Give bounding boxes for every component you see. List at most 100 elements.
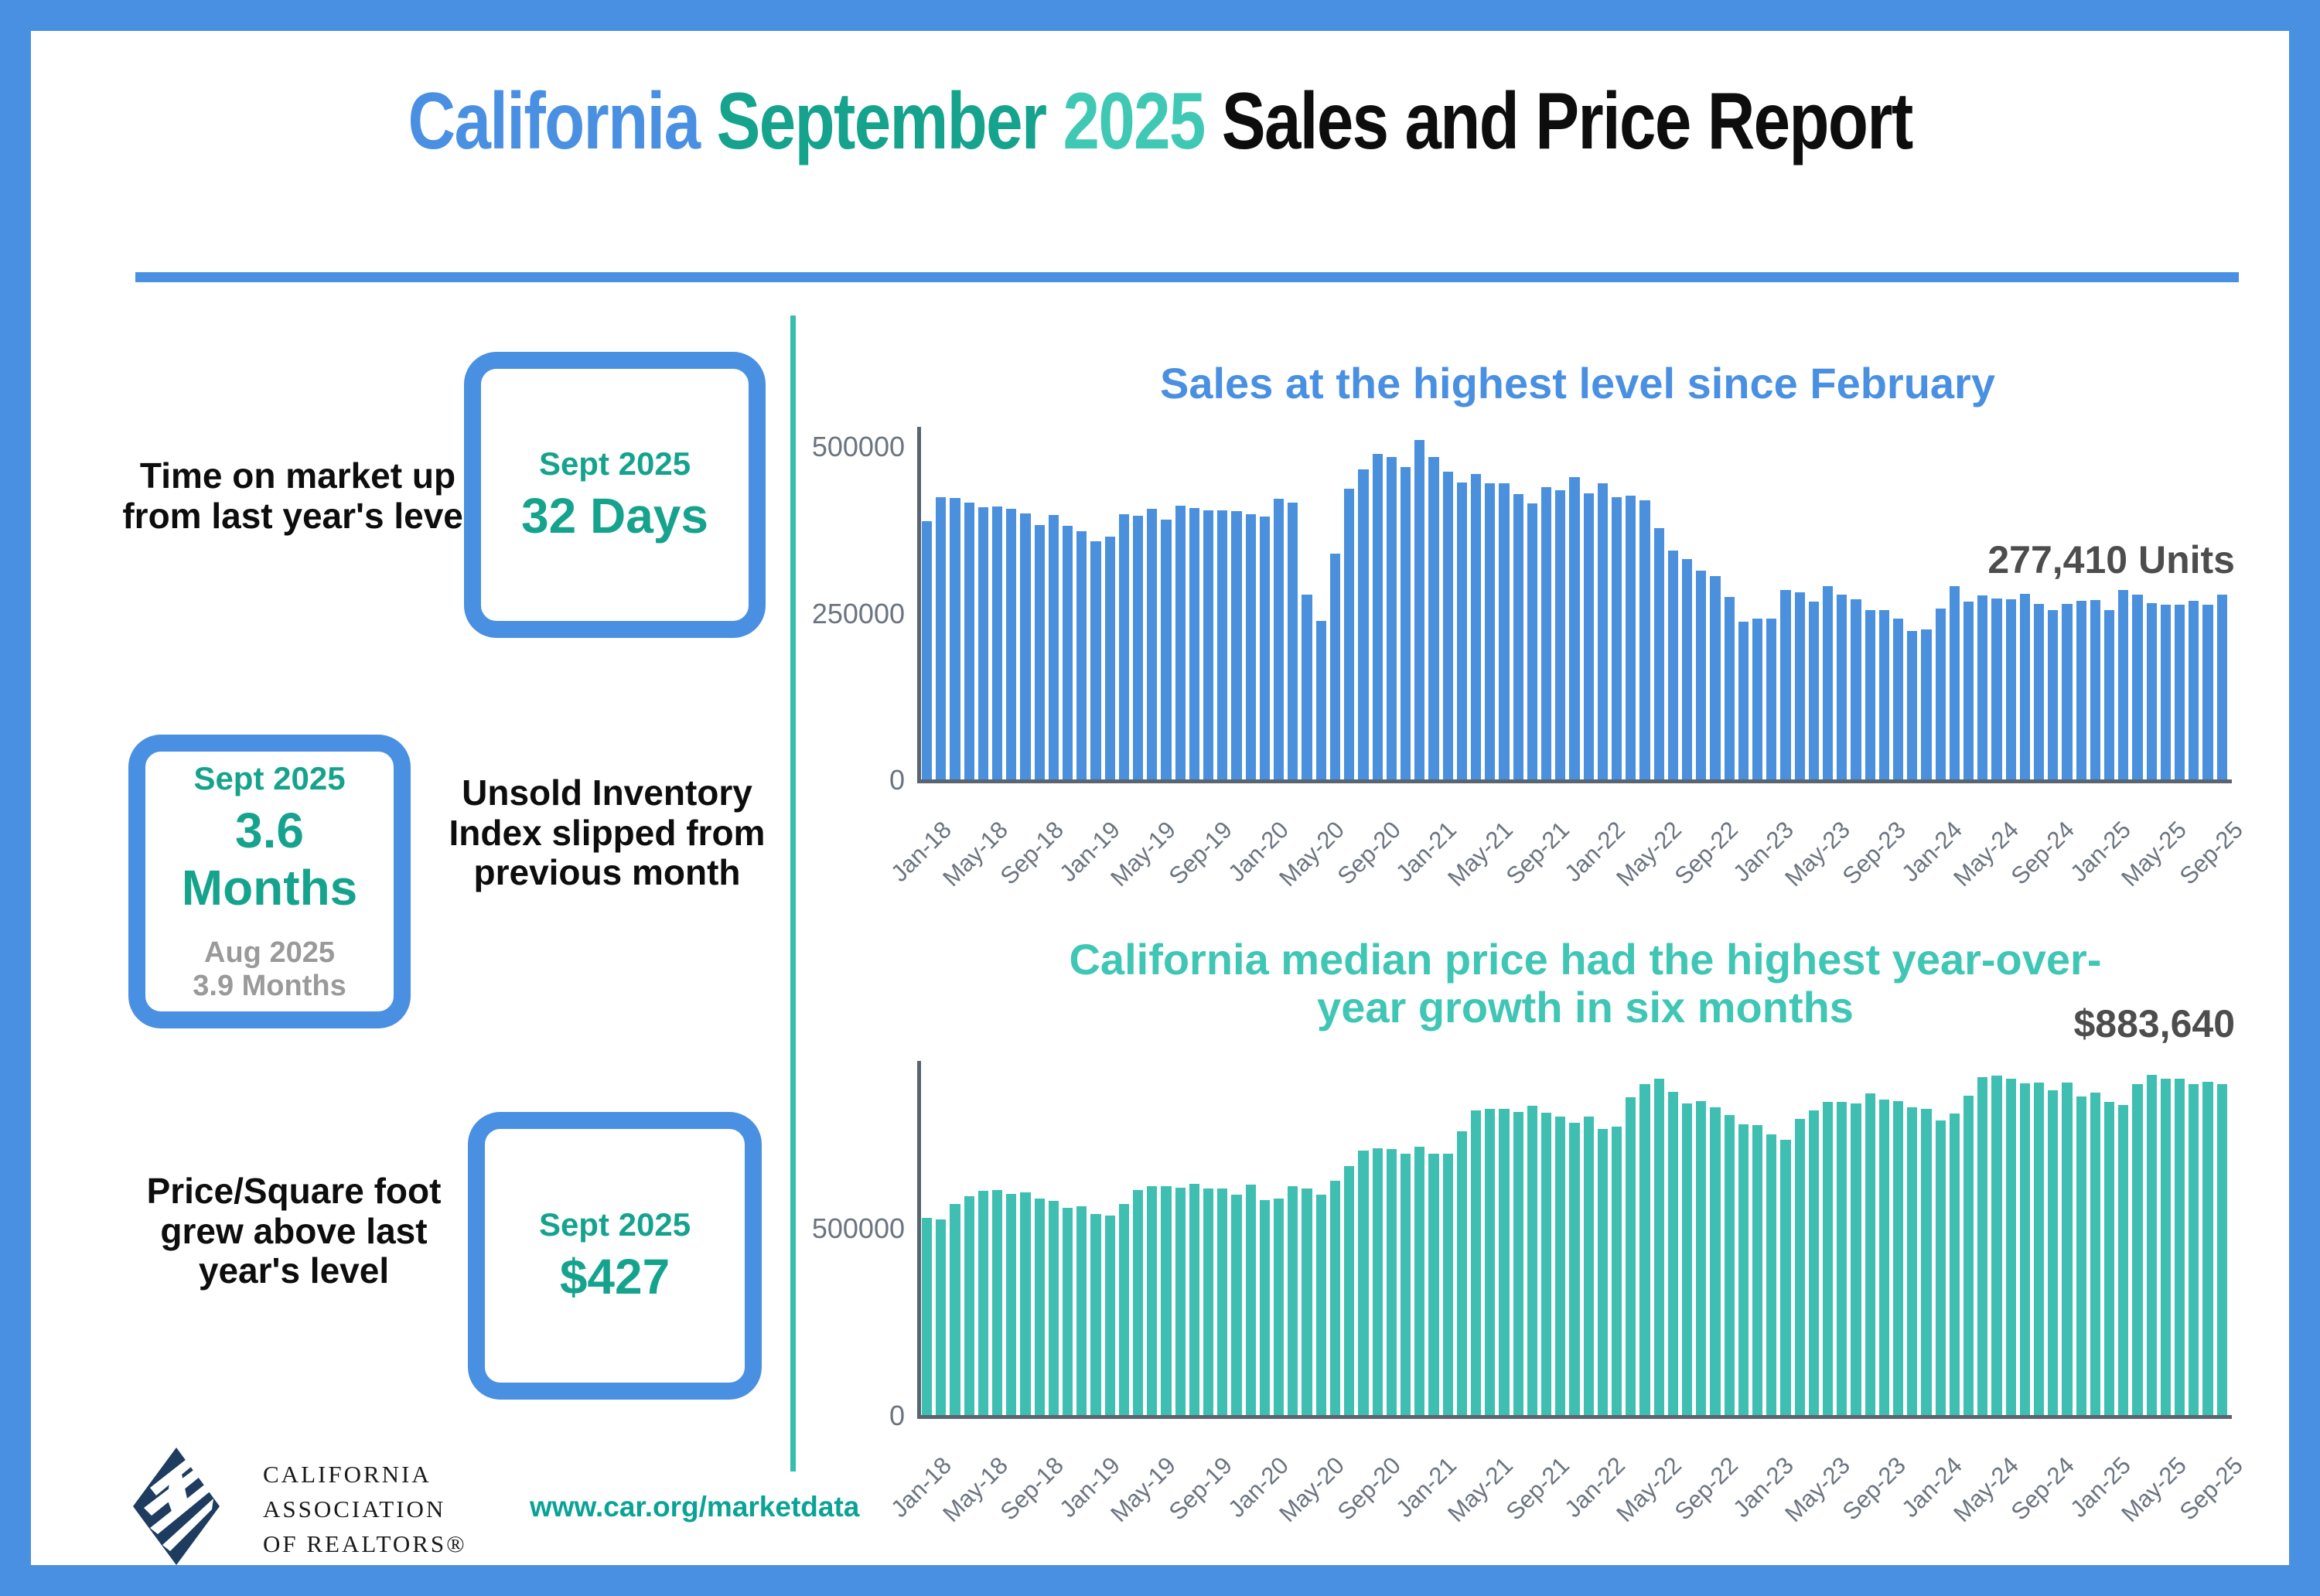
sales-bar [1710, 576, 1721, 779]
price-bar [1865, 1093, 1875, 1415]
sales-x-axis [917, 779, 2232, 783]
price-bar [2118, 1104, 2129, 1415]
price-bar [1837, 1101, 1847, 1415]
sales-bar [1893, 619, 1904, 779]
sales-bar [1921, 629, 1932, 779]
sales-bar [1583, 493, 1594, 779]
sales-bar [1780, 590, 1791, 779]
price-bar [1808, 1110, 1819, 1415]
sales-bar [1499, 483, 1510, 779]
price-bar [2090, 1093, 2101, 1415]
logo-line-1: CALIFORNIA [263, 1461, 432, 1488]
price-bar [1274, 1199, 1285, 1415]
price-bar [1259, 1199, 1271, 1415]
sales-bar [1048, 514, 1059, 779]
price-bar [1710, 1107, 1721, 1415]
sales-bar [1329, 553, 1341, 779]
price-bar [1358, 1150, 1369, 1415]
logo-line-3: OF REALTORS® [263, 1530, 467, 1557]
sales-bar [1259, 516, 1271, 779]
price-bar [1428, 1153, 1439, 1415]
sales-bar [977, 506, 989, 779]
marketdata-link[interactable]: www.car.org/marketdata [530, 1491, 860, 1523]
price-bar [1175, 1188, 1186, 1415]
price-bar [1935, 1120, 1946, 1415]
vertical-divider [790, 315, 796, 1472]
sales-bar [1667, 550, 1678, 779]
price-bar [1090, 1213, 1101, 1415]
price-bar [2146, 1074, 2157, 1415]
stat-prev: Aug 2025 3.9 Months [193, 936, 346, 1002]
sales-bar [1344, 488, 1355, 779]
sales-bar [1203, 510, 1214, 779]
price-bar [2160, 1078, 2172, 1415]
sales-bar [1851, 599, 1861, 779]
price-y-axis [917, 1061, 921, 1419]
sales-bar [2132, 595, 2143, 779]
price-bar [1991, 1075, 2002, 1415]
price-bar [2202, 1082, 2213, 1415]
sales-bar [1569, 476, 1580, 779]
price-bar [1597, 1128, 1608, 1415]
price-bar [1442, 1153, 1453, 1415]
sales-bar [1540, 486, 1552, 779]
sales-bar [1076, 530, 1087, 779]
title-california: California [408, 77, 701, 166]
price-bar [950, 1204, 960, 1415]
price-bar [1048, 1201, 1059, 1415]
price-x-axis [917, 1415, 2232, 1419]
price-bar [1921, 1108, 1932, 1415]
stat-period: Sept 2025 [538, 1206, 691, 1243]
price-bar [2005, 1078, 2016, 1415]
price-bar [1696, 1101, 1707, 1415]
sales-bar [1147, 509, 1158, 779]
price-bar [977, 1190, 989, 1415]
sales-bar [1034, 524, 1045, 779]
sales-bar [1302, 595, 1312, 779]
stat-box-unsold-inventory: Sept 2025 3.6 Months Aug 2025 3.9 Months [128, 735, 411, 1028]
price-bar [1315, 1195, 1326, 1415]
stat-box-price-sqft: Sept 2025 $427 [468, 1112, 762, 1400]
stat-period: Sept 2025 [538, 445, 691, 482]
stat-value: $427 [559, 1249, 670, 1304]
stat-period: Sept 2025 [193, 760, 346, 797]
sales-bar [2034, 604, 2045, 779]
sales-bar [1626, 496, 1636, 779]
price-bar [1878, 1100, 1890, 1415]
price-bar [1569, 1122, 1580, 1415]
price-bar [1780, 1140, 1791, 1415]
sales-bar [1907, 630, 1918, 779]
price-ytick-label: 0 [889, 1400, 905, 1431]
sales-bar [1063, 525, 1073, 779]
sales-bar [1611, 496, 1622, 779]
price-bar [992, 1189, 1003, 1415]
price-chart-title: California median price had the highest … [982, 936, 2189, 1031]
sales-bar [1231, 510, 1242, 779]
sales-bar [1794, 592, 1805, 779]
sales-bar [1288, 502, 1298, 779]
stat-value: 32 Days [521, 488, 708, 544]
sales-bar [1428, 457, 1439, 779]
sales-bar [1090, 541, 1101, 779]
sales-bar [1414, 440, 1425, 779]
price-bar [1766, 1134, 1777, 1415]
price-bar [1386, 1148, 1397, 1415]
sales-bar [1653, 528, 1664, 779]
sales-bar [1442, 471, 1453, 779]
price-bar [1329, 1181, 1341, 1415]
sales-bar [2048, 610, 2059, 779]
sales-bar [1738, 621, 1749, 779]
price-bar [1372, 1148, 1383, 1415]
stat-value: 3.6 Months [181, 803, 358, 916]
sales-bar [1485, 483, 1496, 779]
sales-bar [1456, 482, 1467, 779]
sales-chart-title: Sales at the highest level since Februar… [1160, 359, 1995, 408]
sales-bar [1175, 505, 1186, 779]
sales-bar [1104, 537, 1115, 779]
sales-bar [1006, 509, 1017, 779]
sales-bar [2090, 600, 2101, 779]
sales-bar [2146, 602, 2157, 779]
sales-bar [2202, 605, 2213, 779]
price-bar [1400, 1153, 1411, 1415]
